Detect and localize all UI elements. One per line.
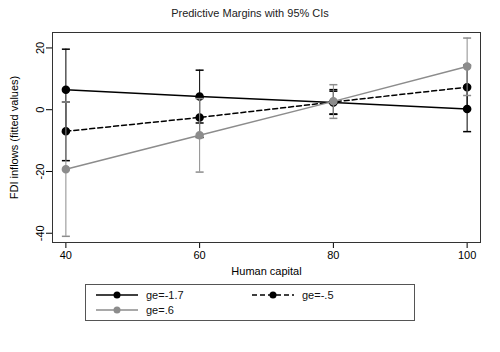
svg-text:-20: -20	[34, 164, 46, 180]
svg-text:60: 60	[194, 249, 206, 261]
svg-text:80: 80	[327, 249, 339, 261]
html-text:Predictive Margins with 95% CI: Predictive Margins with 95% CIs	[171, 7, 329, 19]
svg-text:0: 0	[34, 107, 46, 113]
svg-text:100: 100	[458, 249, 476, 261]
svg-text:40: 40	[60, 249, 72, 261]
svg-text:FDI inflows (fitted values): FDI inflows (fitted values)	[8, 76, 20, 199]
svg-text:20: 20	[34, 42, 46, 54]
html-text:ge=.6: ge=.6	[146, 304, 174, 316]
html-text:ge=-.5: ge=-.5	[302, 289, 334, 301]
svg-text:-40: -40	[34, 225, 46, 241]
html-text:ge=-1.7: ge=-1.7	[146, 289, 184, 301]
svg-text:Human capital: Human capital	[231, 265, 301, 277]
